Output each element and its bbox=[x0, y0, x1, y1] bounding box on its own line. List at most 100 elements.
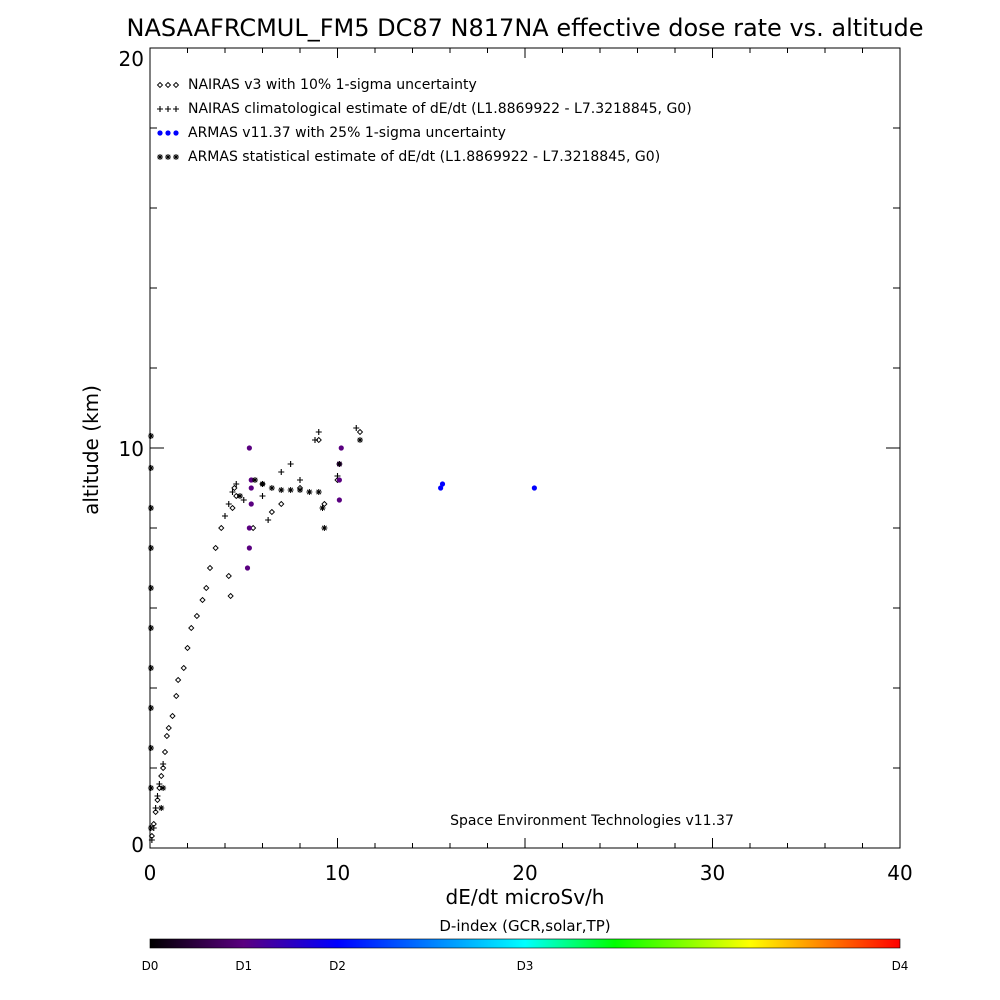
data-point-series-0 bbox=[161, 748, 169, 756]
data-point-series-0 bbox=[154, 796, 161, 804]
data-point-series-2 bbox=[336, 497, 342, 503]
data-point-series-1 bbox=[233, 481, 240, 487]
data-point-series-0 bbox=[268, 508, 276, 516]
x-tick-label: 0 bbox=[144, 861, 157, 885]
legend-marker-series-2 bbox=[157, 130, 163, 136]
data-point-series-3 bbox=[147, 705, 154, 711]
data-point-series-3 bbox=[297, 487, 303, 493]
legend-label-nairas-climatological: NAIRAS climatological estimate of dE/dt … bbox=[188, 101, 692, 117]
chart-title: NASAAFRCMUL_FM5 DC87 N817NA effective do… bbox=[127, 14, 924, 42]
data-point-series-0 bbox=[315, 436, 322, 444]
data-point-series-3 bbox=[306, 489, 313, 495]
legend-marker-series-3 bbox=[173, 154, 179, 160]
data-point-series-3 bbox=[357, 437, 363, 443]
data-point-series-1 bbox=[156, 781, 163, 787]
data-point-series-1 bbox=[334, 473, 341, 479]
data-point-series-1 bbox=[312, 437, 318, 443]
legend-marker-series-0 bbox=[164, 81, 172, 89]
data-point-series-2 bbox=[438, 485, 444, 491]
data-point-series-1 bbox=[229, 489, 236, 495]
data-point-series-1 bbox=[287, 461, 294, 467]
legend-marker-series-3 bbox=[157, 154, 163, 160]
legend-markers bbox=[156, 81, 180, 160]
data-point-series-1 bbox=[353, 425, 360, 431]
x-tick-label: 10 bbox=[325, 861, 350, 885]
data-point-series-3 bbox=[321, 525, 328, 531]
data-point-series-2 bbox=[246, 545, 252, 551]
legend: NAIRAS v3 with 10% 1-sigma uncertainty N… bbox=[156, 77, 692, 165]
data-point-series-3 bbox=[147, 785, 154, 791]
legend-marker-series-0 bbox=[172, 81, 180, 89]
data-point-series-0 bbox=[169, 712, 176, 720]
data-point-series-0 bbox=[278, 500, 285, 508]
data-point-series-2 bbox=[248, 485, 254, 491]
data-point-series-3 bbox=[268, 485, 275, 491]
data-point-series-3 bbox=[259, 481, 266, 487]
data-point-series-1 bbox=[148, 837, 155, 843]
data-point-series-0 bbox=[218, 524, 225, 532]
data-point-series-1 bbox=[160, 761, 167, 767]
data-point-series-0 bbox=[156, 784, 163, 792]
data-point-series-0 bbox=[165, 724, 172, 732]
data-point-series-0 bbox=[173, 692, 180, 700]
y-tick-label: 20 bbox=[119, 47, 144, 71]
data-point-series-3 bbox=[147, 825, 154, 831]
data-point-series-3 bbox=[319, 505, 326, 511]
data-point-series-1 bbox=[225, 501, 232, 507]
data-point-series-1 bbox=[154, 793, 161, 799]
data-point-series-3 bbox=[147, 545, 154, 551]
legend-marker-series-1 bbox=[173, 106, 179, 112]
data-point-series-2 bbox=[244, 565, 251, 571]
data-point-series-0 bbox=[163, 732, 171, 740]
data-point-series-3 bbox=[147, 505, 154, 511]
data-point-series-3 bbox=[147, 625, 154, 631]
data-point-series-1 bbox=[297, 477, 303, 483]
x-tick-label: 40 bbox=[887, 861, 912, 885]
data-point-series-3 bbox=[147, 465, 154, 471]
credit-text: Space Environment Technologies v11.37 bbox=[450, 813, 734, 829]
data-point-series-1 bbox=[315, 429, 322, 435]
data-point-series-3 bbox=[336, 461, 343, 467]
data-point-series-2 bbox=[248, 501, 254, 507]
data-point-series-0 bbox=[206, 564, 214, 572]
data-point-series-2 bbox=[246, 445, 252, 451]
data-point-series-2 bbox=[336, 477, 342, 483]
colorbar-label: D1 bbox=[235, 959, 252, 973]
data-point-series-0 bbox=[199, 596, 206, 604]
data-point-series-0 bbox=[203, 584, 210, 592]
data-point-series-0 bbox=[229, 504, 236, 512]
data-points bbox=[147, 425, 537, 843]
data-point-series-3 bbox=[147, 585, 154, 591]
colorbar-label: D2 bbox=[329, 959, 346, 973]
data-point-series-0 bbox=[356, 428, 364, 436]
legend-label-nairas-v3: NAIRAS v3 with 10% 1-sigma uncertainty bbox=[188, 77, 477, 93]
data-point-series-3 bbox=[147, 745, 154, 751]
x-axis-label: dE/dt microSv/h bbox=[446, 885, 605, 909]
plot-frame bbox=[149, 47, 901, 849]
data-point-series-3 bbox=[160, 785, 167, 791]
data-point-series-3 bbox=[147, 433, 154, 439]
data-point-series-0 bbox=[227, 592, 234, 600]
axis-ticks bbox=[149, 47, 901, 849]
data-point-series-3 bbox=[315, 489, 322, 495]
data-point-series-1 bbox=[278, 469, 285, 475]
data-point-series-1 bbox=[265, 517, 272, 523]
data-point-series-3 bbox=[252, 477, 258, 483]
legend-marker-series-3 bbox=[165, 154, 171, 160]
colorbar-label: D0 bbox=[142, 959, 159, 973]
data-point-series-3 bbox=[237, 493, 243, 499]
legend-marker-series-1 bbox=[157, 106, 163, 112]
data-point-series-0 bbox=[180, 664, 187, 672]
data-point-series-2 bbox=[439, 481, 446, 487]
legend-label-armas-statistical: ARMAS statistical estimate of dE/dt (L1.… bbox=[188, 149, 660, 165]
data-point-series-1 bbox=[240, 497, 247, 503]
legend-marker-series-2 bbox=[165, 130, 171, 136]
data-point-series-0 bbox=[188, 624, 195, 632]
y-tick-label: 10 bbox=[119, 437, 144, 461]
data-point-series-3 bbox=[147, 665, 154, 671]
x-tick-label: 20 bbox=[512, 861, 537, 885]
data-point-series-2 bbox=[246, 525, 252, 531]
data-point-series-3 bbox=[287, 487, 294, 493]
x-tick-label: 30 bbox=[700, 861, 725, 885]
